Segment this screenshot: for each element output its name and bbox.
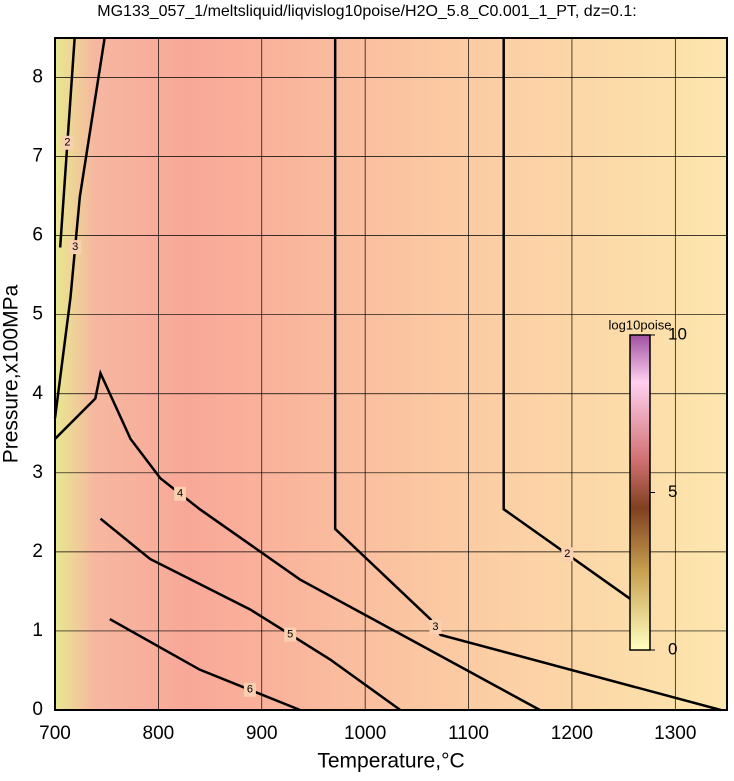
x-tick-label: 1100 [448,723,489,744]
contour-label: 4 [177,488,183,500]
contour-label: 2 [64,137,70,149]
contour-label: 3 [72,241,78,253]
y-axis-label: Pressure,x100MPa [0,284,23,463]
colorbar-tick-label: 5 [668,482,677,501]
x-tick-label: 1300 [654,723,696,744]
contour-line [109,617,301,712]
colorbar-tick-label: 10 [668,324,687,343]
x-tick-label: 900 [246,723,278,744]
y-tick-label: 3 [32,462,43,483]
y-tick-label: 8 [32,67,43,88]
x-tick-label: 1200 [551,723,593,744]
contour-label-bg [69,240,82,255]
contour-line [333,38,722,712]
contour-label-bg [561,547,574,562]
chart-title: MG133_057_1/meltsliquid/liqvislog10poise… [97,3,636,20]
contour-label-bg [61,135,74,150]
x-tick-label: 1000 [344,723,386,744]
colorbar [629,334,651,651]
colorbar-title: log10poise [609,317,672,332]
contour-line [54,369,541,712]
y-tick-label: 1 [32,620,43,641]
contour-label-bg [174,486,187,501]
contour-label: 2 [564,548,570,560]
contour-label: 3 [432,621,438,633]
y-tick-label: 0 [32,699,43,720]
contour-label-bg [243,682,256,697]
x-tick-label: 800 [143,723,175,744]
x-tick-label: 700 [39,723,71,744]
contour-label: 5 [287,628,293,640]
colorbar-tick-label: 0 [668,639,677,658]
y-tick-label: 5 [32,304,43,325]
y-tick-label: 7 [32,146,43,167]
contour-label-bg [284,627,297,642]
plot-background [55,38,727,710]
contour-label: 6 [247,684,253,696]
y-tick-label: 2 [32,541,43,562]
plot-frame [54,37,728,711]
y-tick-label: 4 [32,383,43,404]
contour-line [502,38,632,601]
contour-line [99,517,402,712]
y-tick-label: 6 [32,225,43,246]
x-axis-label: Temperature,°C [317,750,464,773]
contour-label-bg [429,619,442,634]
